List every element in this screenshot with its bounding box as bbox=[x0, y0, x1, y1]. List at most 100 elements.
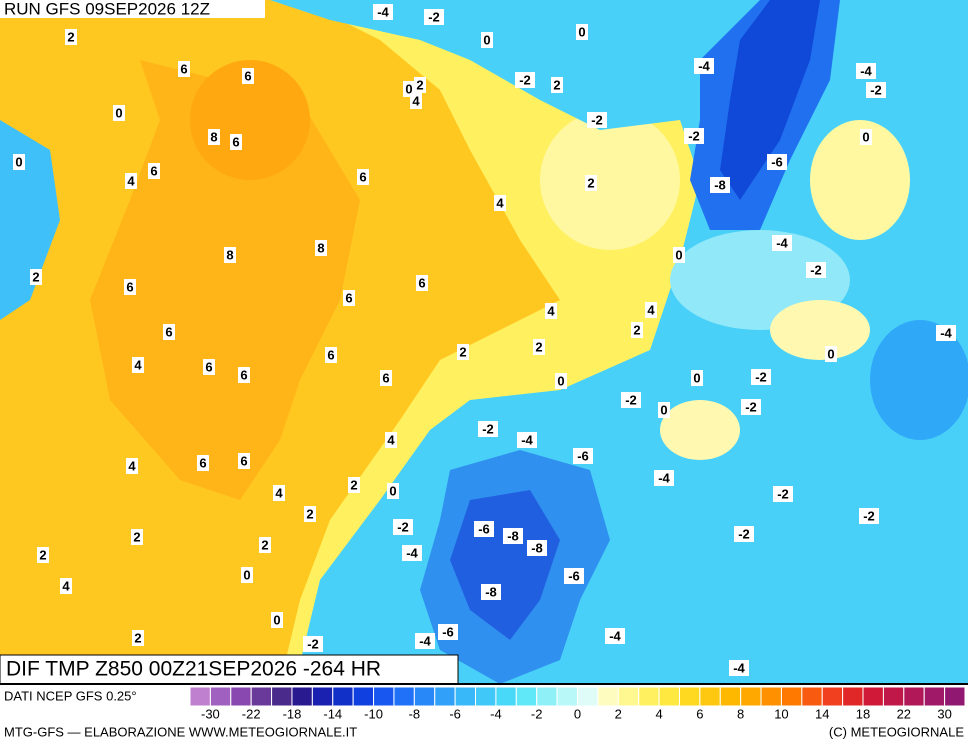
legend-swatch bbox=[923, 686, 946, 707]
contour-label: 4 bbox=[62, 578, 70, 593]
contour-label: -2 bbox=[397, 519, 409, 534]
legend-swatch bbox=[678, 686, 701, 707]
legend-tick-label: 4 bbox=[655, 706, 662, 721]
label-box bbox=[357, 169, 369, 185]
label-box bbox=[527, 540, 547, 556]
map-title: DIF TMP Z850 00Z21SEP2026 -264 HR bbox=[6, 658, 381, 681]
legend-tick-label: 0 bbox=[574, 706, 581, 721]
label-box bbox=[710, 177, 730, 193]
contour-label: 2 bbox=[535, 339, 542, 354]
contour-label: -2 bbox=[625, 392, 637, 407]
label-box bbox=[380, 370, 392, 386]
label-box bbox=[673, 247, 685, 263]
contour-label: 4 bbox=[547, 303, 555, 318]
label-box bbox=[517, 432, 537, 448]
contour-label: 6 bbox=[327, 347, 334, 362]
legend-swatch bbox=[862, 686, 884, 707]
contour-label: -2 bbox=[688, 128, 700, 143]
label-box bbox=[860, 129, 872, 145]
contour-label: -8 bbox=[485, 584, 497, 599]
label-box bbox=[393, 519, 413, 535]
contour-label: -6 bbox=[577, 448, 589, 463]
label-box bbox=[37, 547, 49, 563]
legend-swatch bbox=[311, 686, 334, 707]
label-box bbox=[387, 483, 399, 499]
label-box bbox=[271, 612, 283, 628]
contour-label: 2 bbox=[39, 547, 46, 562]
contour-label: 0 bbox=[827, 346, 834, 361]
label-box bbox=[555, 373, 567, 389]
contour-label: -2 bbox=[307, 636, 319, 651]
contour-label: 0 bbox=[693, 370, 700, 385]
label-box bbox=[325, 347, 337, 363]
label-box bbox=[197, 455, 209, 471]
label-box bbox=[438, 624, 458, 640]
label-box bbox=[772, 235, 792, 251]
label-box bbox=[515, 72, 535, 88]
contour-label: 8 bbox=[226, 247, 233, 262]
label-box bbox=[658, 402, 670, 418]
label-box bbox=[587, 112, 607, 128]
contour-label: 2 bbox=[587, 175, 594, 190]
label-box bbox=[385, 432, 397, 448]
contour-label: -6 bbox=[771, 154, 783, 169]
label-box bbox=[348, 477, 360, 493]
label-box bbox=[621, 392, 641, 408]
legend-swatch bbox=[352, 686, 375, 707]
label-box bbox=[241, 567, 253, 583]
label-box bbox=[414, 77, 426, 93]
contour-label: -2 bbox=[863, 508, 875, 523]
contour-label: 6 bbox=[240, 367, 247, 382]
label-box bbox=[478, 421, 498, 437]
legend-swatch bbox=[230, 686, 252, 707]
label-box bbox=[936, 325, 956, 341]
legend-swatch bbox=[842, 686, 864, 707]
label-box bbox=[645, 302, 657, 318]
contour-label: -2 bbox=[482, 421, 494, 436]
label-box bbox=[631, 322, 643, 338]
legend-tick-label: -8 bbox=[409, 706, 421, 721]
contour-label: 4 bbox=[127, 173, 135, 188]
label-box bbox=[238, 453, 250, 469]
contour-label: 6 bbox=[165, 324, 172, 339]
contour-label: -2 bbox=[519, 72, 531, 87]
legend-swatch bbox=[291, 686, 313, 707]
legend-tick-label: -14 bbox=[323, 706, 342, 721]
label-box bbox=[573, 448, 593, 464]
legend-tick-label: -18 bbox=[283, 706, 302, 721]
legend-swatch bbox=[577, 686, 599, 707]
legend-swatch bbox=[780, 686, 803, 707]
contour-label: 6 bbox=[418, 275, 425, 290]
contour-label: -4 bbox=[776, 235, 788, 250]
label-box bbox=[551, 77, 563, 93]
contour-label: 6 bbox=[359, 169, 366, 184]
label-box bbox=[131, 529, 143, 545]
contour-label: 0 bbox=[243, 567, 250, 582]
contour-label: 0 bbox=[405, 81, 412, 96]
contour-label: -4 bbox=[860, 63, 872, 78]
contour-label: 0 bbox=[862, 129, 869, 144]
contour-label: -8 bbox=[714, 177, 726, 192]
label-box bbox=[303, 636, 323, 652]
legend-swatch bbox=[454, 686, 477, 707]
label-box bbox=[113, 105, 125, 121]
legend-tick-label: -2 bbox=[531, 706, 543, 721]
contour-label: 4 bbox=[647, 302, 655, 317]
contour-label: 0 bbox=[115, 105, 122, 120]
legend-swatch bbox=[719, 686, 742, 707]
label-box bbox=[259, 537, 271, 553]
contour-label: 4 bbox=[275, 485, 283, 500]
footer-left: MTG-GFS — ELABORAZIONE WWW.METEOGIORNALE… bbox=[4, 724, 357, 739]
contour-label: 8 bbox=[210, 129, 217, 144]
legend-tick-label: -10 bbox=[364, 706, 383, 721]
contour-label: -2 bbox=[428, 9, 440, 24]
contour-label: 4 bbox=[412, 93, 420, 108]
label-box bbox=[773, 486, 793, 502]
legend-tick-label: 6 bbox=[696, 706, 703, 721]
legend-swatch bbox=[373, 686, 395, 707]
run-label: RUN GFS 09SEP2026 12Z bbox=[4, 0, 210, 18]
contour-label: -6 bbox=[568, 568, 580, 583]
label-box bbox=[654, 470, 674, 486]
legend-tick-label: 18 bbox=[856, 706, 870, 721]
contour-label: 4 bbox=[128, 458, 136, 473]
